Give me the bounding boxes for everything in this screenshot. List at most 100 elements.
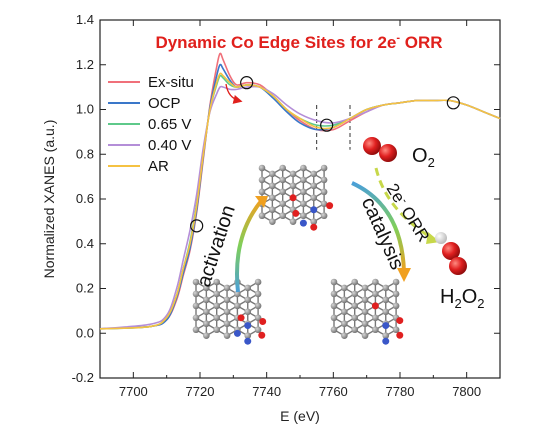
oxygen-atom: [237, 314, 245, 322]
oxygen-atom: [292, 209, 300, 217]
carbon-atom: [192, 278, 200, 286]
carbon-atom: [192, 290, 200, 298]
activation-arrow: [235, 198, 264, 293]
carbon-atom: [269, 194, 276, 202]
oxygen-atom: [326, 202, 334, 210]
carbon-atom: [310, 170, 318, 178]
carbon-atom: [203, 308, 210, 316]
oxygen-atom: [396, 317, 404, 325]
catalysis-arrowhead-icon: [397, 268, 411, 282]
carbon-atom: [382, 332, 390, 339]
carbon-atom: [361, 284, 369, 292]
carbon-atom: [244, 296, 252, 304]
carbon-atom: [310, 218, 318, 225]
x-axis: 7700 7720 7740 7760 7780 7800: [99, 20, 501, 399]
carbon-atom: [351, 302, 359, 310]
y-axis: -0.2 0.0 0.2 0.4 0.6 0.8 1.0 1.2 1.4: [72, 12, 500, 385]
carbon-atom: [223, 308, 231, 316]
carbon-atom: [213, 302, 221, 310]
carbon-atom: [203, 332, 210, 339]
carbon-atom: [269, 182, 276, 190]
y-tick-label: 1.4: [76, 12, 94, 27]
y-axis-title: Normalized XANES (a.u.): [41, 120, 57, 279]
y-tick-label: 0.8: [76, 146, 94, 161]
oxygen-atom: [371, 302, 379, 310]
carbon-atom: [320, 200, 328, 208]
marker-layer: [190, 76, 460, 233]
carbon-atom: [330, 314, 338, 322]
isosbestic-marker: [190, 219, 204, 233]
y-tick-label: 1.0: [76, 102, 94, 117]
isosbestic-marker: [320, 118, 334, 132]
legend-label: Ex-situ: [148, 74, 194, 91]
carbon-atom: [392, 326, 400, 334]
carbon-atom: [244, 332, 252, 339]
carbon-atom: [372, 326, 379, 334]
legend-label: AR: [148, 158, 169, 175]
x-tick-label: 7800: [452, 384, 481, 399]
carbon-atom: [244, 308, 252, 316]
o2-molecule-icon: [363, 137, 397, 162]
carbon-atom: [320, 188, 328, 196]
carbon-atom: [213, 278, 221, 286]
arc-left-label: activation: [193, 203, 240, 290]
carbon-atom: [223, 284, 231, 292]
isosbestic-marker: [446, 96, 460, 110]
molecule-bottom-right-illustration: [330, 278, 404, 345]
nitrogen-atom: [233, 329, 241, 337]
carbon-atom: [300, 176, 307, 184]
oxygen-atom: [259, 317, 267, 325]
carbon-atom: [279, 200, 287, 208]
nitrogen-atom: [299, 219, 307, 227]
carbon-atom: [361, 308, 369, 316]
carbon-atom: [361, 320, 369, 328]
carbon-atom: [351, 290, 359, 298]
carbon-atom: [300, 212, 307, 220]
carbon-atom: [351, 314, 359, 322]
catalysis-arrow: [351, 181, 406, 273]
carbon-atom: [223, 296, 231, 304]
carbon-atom: [258, 176, 266, 184]
carbon-atom: [300, 164, 307, 172]
y-tick-label: 0.4: [76, 236, 94, 251]
carbon-atom: [382, 296, 390, 304]
carbon-atom: [392, 290, 400, 298]
carbon-atom: [269, 170, 276, 178]
carbon-atom: [213, 290, 221, 298]
carbon-atom: [382, 308, 390, 316]
isosbestic-marker: [240, 76, 254, 90]
carbon-atom: [341, 332, 348, 339]
carbon-atom: [258, 212, 266, 220]
carbon-atom: [279, 176, 287, 184]
carbon-atom: [258, 164, 266, 172]
carbon-atom: [330, 278, 338, 286]
legend-label: OCP: [148, 95, 181, 112]
carbon-atom: [203, 296, 210, 304]
carbon-atom: [330, 290, 338, 298]
carbon-atom: [361, 296, 369, 304]
carbon-atom: [254, 290, 262, 298]
carbon-atom: [300, 188, 307, 196]
carbon-atom: [372, 278, 379, 286]
y-tick-label: 0.6: [76, 191, 94, 206]
y-tick-label: 1.2: [76, 57, 94, 72]
x-axis-title: E (eV): [280, 408, 320, 424]
carbon-atom: [213, 326, 221, 334]
carbon-atom: [234, 302, 241, 310]
carbon-atom: [289, 182, 297, 190]
carbon-atom: [213, 314, 221, 322]
carbon-atom: [361, 332, 369, 339]
carbon-atom: [351, 326, 359, 334]
carbon-atom: [254, 302, 262, 310]
molecule-bottom-left-illustration: [192, 278, 267, 345]
carbon-atom: [289, 170, 297, 178]
nitrogen-atom: [310, 206, 318, 214]
h2o2-label: H2O2: [440, 286, 484, 311]
oxygen-atom: [258, 331, 266, 339]
carbon-atom: [330, 302, 338, 310]
carbon-atom: [310, 194, 318, 202]
carbon-atom: [203, 284, 210, 292]
x-tick-label: 7720: [186, 384, 215, 399]
nitrogen-atom: [382, 322, 390, 330]
carbon-atom: [254, 278, 262, 286]
